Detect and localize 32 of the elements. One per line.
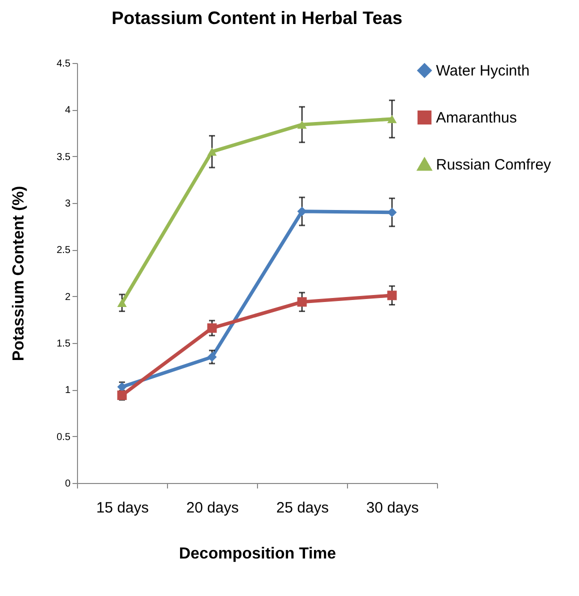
y-tick-label: 0	[64, 478, 71, 490]
y-tick-label: 3.5	[56, 152, 71, 163]
point	[117, 382, 127, 392]
x-axis-title: Decomposition Time	[178, 546, 336, 562]
y-tick-label: 0.5	[56, 432, 71, 443]
point	[387, 208, 397, 218]
x-tick-label: 25 days	[276, 500, 329, 516]
y-tick-label: 4.5	[56, 58, 71, 70]
legend-label: Amaranthus	[436, 110, 517, 126]
point	[297, 120, 307, 129]
y-tick-label: 1.5	[56, 338, 71, 350]
x-tick-label: 15 days	[96, 500, 149, 516]
point	[117, 298, 127, 307]
point	[207, 352, 217, 362]
point	[387, 114, 397, 124]
y-axis-title: Potassium Content (%)	[10, 186, 28, 362]
x-tick-label: 30 days	[366, 500, 419, 516]
y-tick-label: 2	[64, 292, 71, 303]
point	[207, 148, 217, 156]
chart-title: Potassium Content in Herbal Teas	[112, 8, 402, 28]
y-tick-label: 4	[64, 105, 71, 116]
x-tick-label: 20 days	[186, 500, 239, 516]
point	[117, 390, 127, 400]
legend-label: Russian Comfrey	[436, 156, 552, 174]
point	[207, 323, 217, 333]
y-tick-label: 1	[64, 385, 71, 396]
point	[297, 297, 307, 307]
y-tick-label: 3	[64, 198, 71, 210]
legend-label: Water Hycinth	[436, 62, 530, 80]
point	[297, 206, 307, 216]
y-tick-label: 2.5	[56, 245, 71, 256]
point	[387, 290, 397, 300]
